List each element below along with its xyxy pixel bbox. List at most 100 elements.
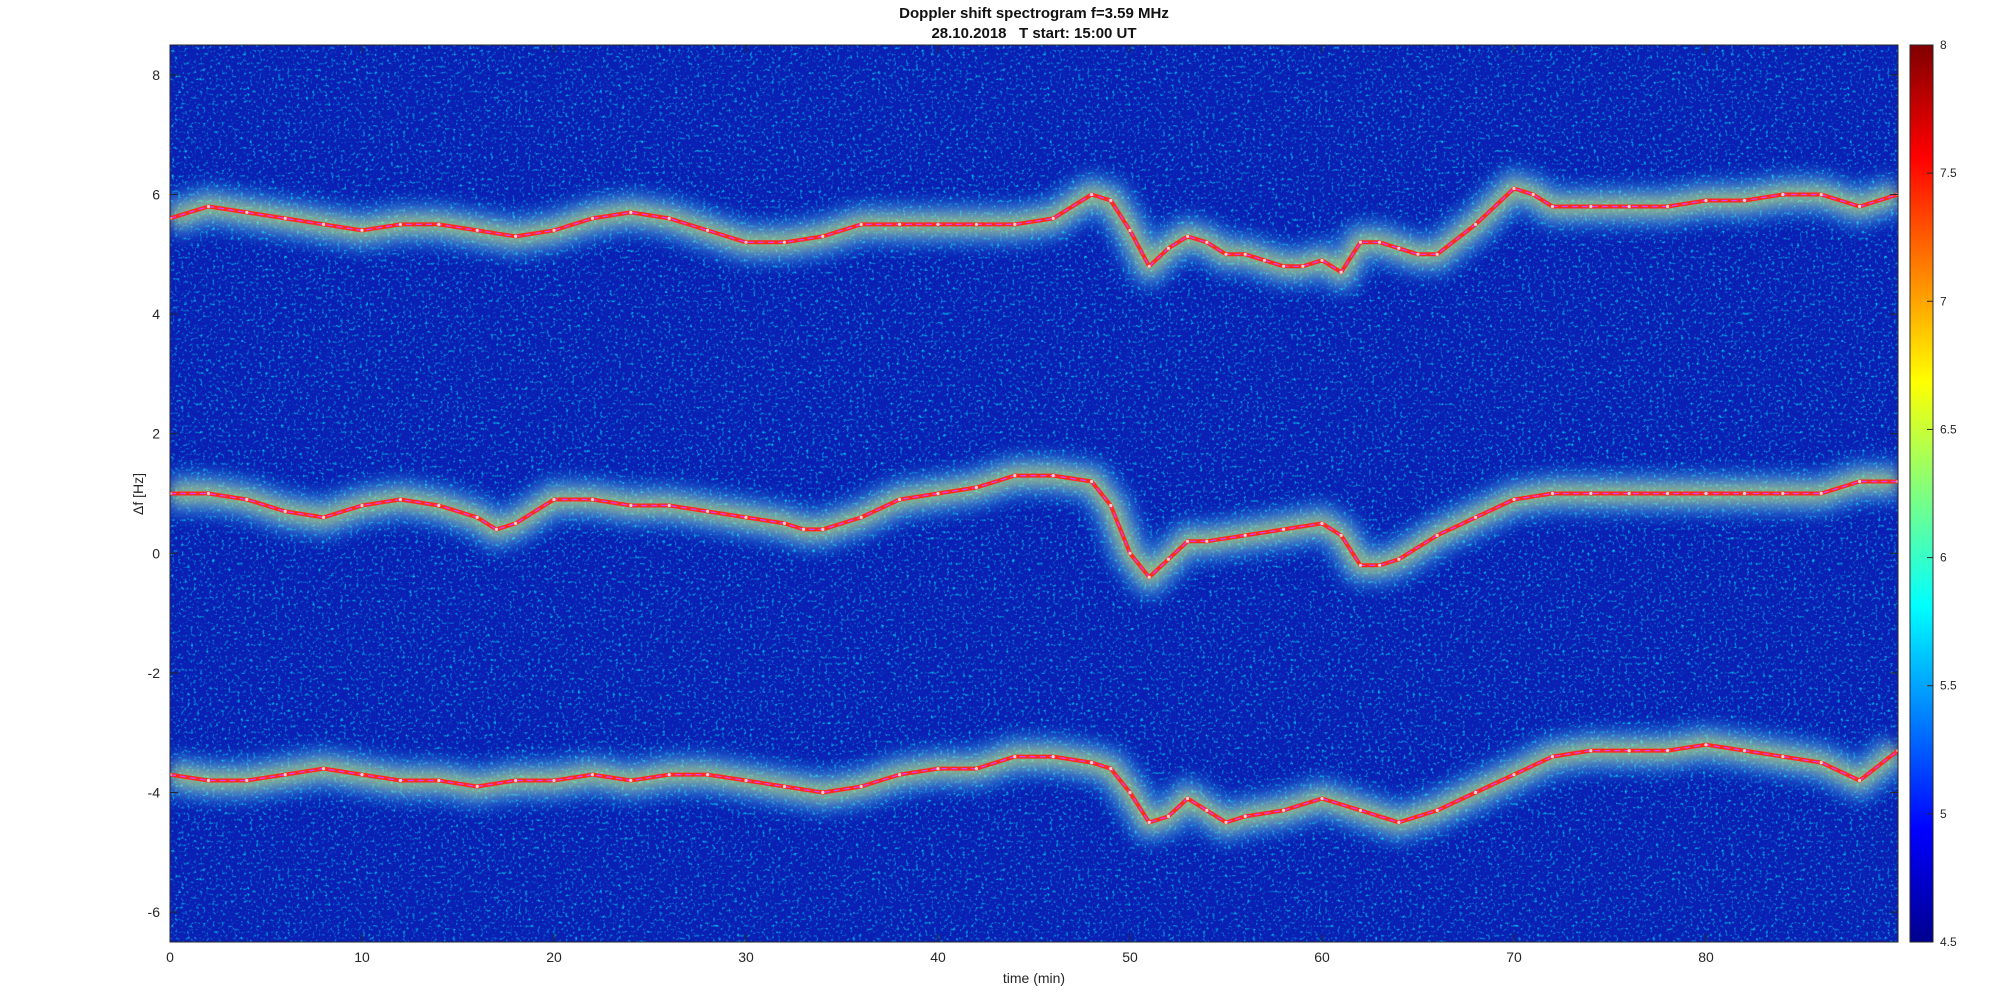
signal-point bbox=[1627, 749, 1631, 753]
y-axis-label: Δf [Hz] bbox=[130, 473, 146, 515]
signal-point bbox=[322, 767, 326, 771]
colorbar-tick-label: 5.5 bbox=[1940, 679, 1957, 693]
signal-point bbox=[398, 497, 402, 502]
signal-point bbox=[1166, 557, 1170, 561]
y-tick-label: 2 bbox=[152, 426, 160, 442]
signal-point bbox=[1109, 767, 1113, 771]
signal-point bbox=[1358, 240, 1362, 244]
signal-point bbox=[206, 204, 210, 209]
signal-point bbox=[1262, 258, 1266, 262]
signal-point bbox=[1531, 192, 1535, 197]
x-tick-label: 80 bbox=[1698, 949, 1714, 965]
signal-point bbox=[936, 491, 940, 496]
signal-point bbox=[514, 778, 518, 783]
signal-point bbox=[1051, 216, 1055, 220]
signal-point bbox=[1416, 252, 1420, 256]
signal-point bbox=[1627, 491, 1631, 496]
signal-point bbox=[744, 515, 748, 520]
signal-point bbox=[552, 497, 556, 502]
signal-point bbox=[1589, 749, 1593, 753]
signal-point bbox=[1186, 234, 1190, 238]
y-tick-label: -4 bbox=[148, 785, 161, 801]
signal-point bbox=[360, 228, 364, 232]
signal-point bbox=[1243, 814, 1247, 819]
signal-point bbox=[1781, 755, 1785, 759]
signal-point bbox=[1704, 491, 1708, 496]
y-axis: 8 6 4 2 0 -2 -4 -6 bbox=[148, 67, 1898, 920]
colorbar-tick-label: 7 bbox=[1940, 294, 1947, 308]
signal-point bbox=[475, 228, 479, 232]
signal-point bbox=[245, 778, 249, 783]
signal-point bbox=[1435, 808, 1439, 813]
signal-point bbox=[1378, 563, 1382, 567]
signal-point bbox=[821, 234, 825, 238]
signal-point bbox=[1109, 198, 1113, 203]
signal-point bbox=[974, 767, 979, 771]
signal-point bbox=[1781, 491, 1785, 496]
signal-point bbox=[1512, 497, 1516, 502]
signal-point bbox=[1397, 820, 1401, 825]
colorbar-ticks: 8 7.5 7 6.5 6 5.5 5 4.5 bbox=[1927, 38, 1957, 949]
signal-point bbox=[1550, 755, 1554, 759]
signal-point bbox=[1205, 808, 1209, 813]
signal-point bbox=[1224, 820, 1228, 825]
x-tick-label: 70 bbox=[1506, 949, 1522, 965]
signal-point bbox=[744, 778, 748, 783]
signal-point bbox=[1550, 204, 1554, 209]
signal-point bbox=[1858, 778, 1862, 783]
signal-point bbox=[706, 228, 710, 232]
signal-point bbox=[1704, 198, 1708, 203]
signal-point bbox=[1128, 551, 1132, 555]
colorbar-tick-label: 5 bbox=[1940, 807, 1947, 821]
chart-subtitle: 28.10.2018 T start: 15:00 UT bbox=[931, 25, 1136, 42]
signal-point bbox=[1166, 246, 1170, 250]
x-tick-label: 40 bbox=[930, 949, 946, 965]
signal-point bbox=[706, 509, 710, 513]
signal-point bbox=[1320, 796, 1324, 801]
signal-point bbox=[898, 222, 902, 226]
signal-point bbox=[1742, 198, 1746, 203]
plot-frame bbox=[169, 44, 1899, 943]
signal-point bbox=[1166, 814, 1170, 819]
signal-point bbox=[1282, 264, 1286, 268]
y-tick-label: -2 bbox=[148, 665, 161, 681]
signal-point bbox=[1704, 743, 1708, 747]
signal-point bbox=[859, 784, 863, 789]
colorbar: 8 7.5 7 6.5 6 5.5 5 4.5 bbox=[1909, 38, 1957, 949]
colorbar-tick-label: 8 bbox=[1940, 38, 1947, 52]
colorbar-tick-label: 6.5 bbox=[1940, 422, 1957, 436]
signal-point bbox=[1512, 773, 1516, 777]
signal-point bbox=[1243, 252, 1247, 256]
signal-point bbox=[1051, 755, 1055, 759]
signal-point bbox=[1666, 749, 1670, 753]
signal-point bbox=[1224, 252, 1228, 256]
signal-point bbox=[245, 497, 249, 502]
signal-point bbox=[1742, 491, 1746, 496]
signal-point bbox=[552, 228, 556, 232]
signal-point bbox=[1666, 204, 1670, 209]
signal-point bbox=[1435, 252, 1439, 256]
signal-point bbox=[1282, 808, 1286, 813]
signal-point bbox=[437, 222, 441, 226]
signal-point bbox=[1627, 204, 1631, 209]
signal-point bbox=[1301, 264, 1305, 268]
signal-point bbox=[1858, 479, 1862, 484]
signal-point bbox=[1550, 491, 1554, 496]
signal-fit-line bbox=[170, 187, 1898, 273]
signal-point bbox=[283, 216, 287, 220]
signal-point bbox=[1819, 491, 1823, 496]
signal-point bbox=[398, 222, 402, 226]
signal-point bbox=[206, 491, 210, 496]
signal-point bbox=[590, 497, 595, 502]
colorbar-gradient bbox=[1909, 44, 1934, 943]
signal-point bbox=[1013, 755, 1017, 759]
x-tick-label: 30 bbox=[738, 949, 754, 965]
signal-point bbox=[475, 784, 479, 789]
signal-point bbox=[1282, 527, 1286, 532]
signal-point bbox=[1128, 790, 1132, 795]
colorbar-tick-label: 7.5 bbox=[1940, 166, 1957, 180]
signal-point bbox=[245, 210, 249, 214]
y-tick-label: 8 bbox=[152, 67, 160, 83]
signal-point bbox=[398, 778, 402, 783]
x-tick-label: 60 bbox=[1314, 949, 1330, 965]
